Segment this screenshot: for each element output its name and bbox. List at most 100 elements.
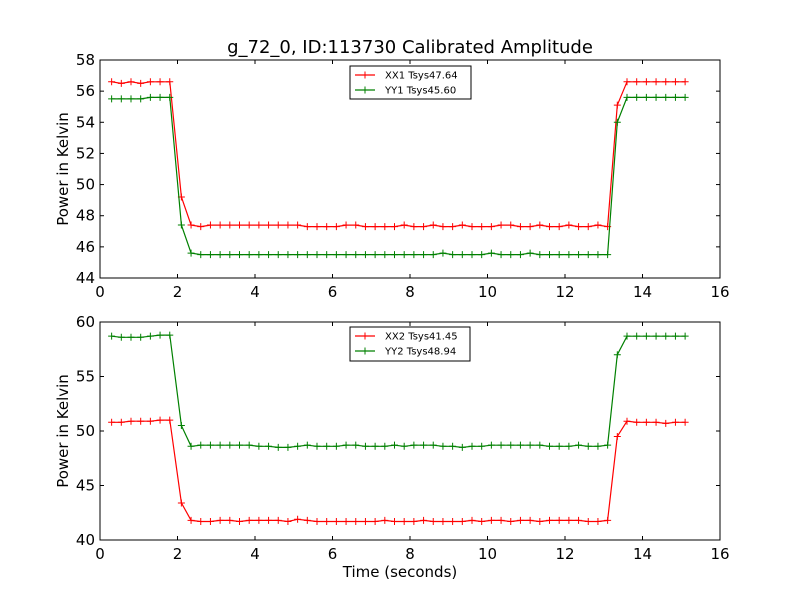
data-point bbox=[187, 442, 195, 450]
data-point bbox=[642, 418, 650, 426]
data-point bbox=[361, 223, 369, 231]
data-point bbox=[623, 78, 631, 86]
data-point bbox=[487, 249, 495, 257]
data-point bbox=[156, 331, 164, 339]
y-axis-label: Power in Kelvin bbox=[54, 374, 72, 488]
x-tick-label: 4 bbox=[250, 545, 260, 563]
data-point bbox=[507, 221, 515, 229]
data-point bbox=[497, 516, 505, 524]
legend: XX2 Tsys41.45 YY2 Tsys48.94 bbox=[349, 326, 471, 362]
data-point bbox=[332, 251, 340, 259]
data-point bbox=[197, 441, 205, 449]
data-point bbox=[546, 223, 553, 231]
x-tick-label: 2 bbox=[173, 283, 183, 301]
data-point bbox=[555, 251, 563, 259]
legend-label: XX2 Tsys41.45 bbox=[385, 332, 458, 343]
data-point bbox=[449, 251, 457, 259]
data-point bbox=[575, 223, 583, 231]
data-point bbox=[245, 441, 253, 449]
data-point bbox=[633, 93, 641, 101]
data-point bbox=[526, 516, 534, 524]
data-point bbox=[137, 79, 145, 87]
data-point bbox=[226, 516, 234, 524]
data-point bbox=[127, 95, 135, 103]
data-point bbox=[361, 251, 369, 259]
data-point bbox=[206, 441, 214, 449]
data-point bbox=[352, 441, 360, 449]
data-point bbox=[420, 223, 428, 231]
data-point bbox=[449, 223, 457, 231]
data-point bbox=[439, 442, 447, 450]
data-point bbox=[313, 517, 321, 525]
data-point bbox=[497, 251, 505, 259]
data-point bbox=[146, 417, 154, 425]
data-point bbox=[478, 517, 486, 525]
data-point bbox=[391, 251, 398, 259]
data-point bbox=[166, 331, 174, 339]
data-point bbox=[216, 516, 224, 524]
legend: XX1 Tsys47.64 YY1 Tsys45.60 bbox=[349, 65, 472, 100]
data-point bbox=[555, 223, 563, 231]
data-point bbox=[197, 223, 205, 231]
data-point bbox=[303, 251, 311, 259]
data-point bbox=[642, 93, 650, 101]
data-point bbox=[177, 499, 185, 507]
data-point bbox=[371, 517, 379, 525]
data-point bbox=[216, 251, 224, 259]
data-point bbox=[137, 333, 145, 341]
data-point bbox=[497, 441, 505, 449]
data-point bbox=[206, 221, 214, 229]
x-tick-label: 16 bbox=[710, 283, 729, 301]
data-point bbox=[294, 221, 302, 229]
data-point bbox=[156, 78, 164, 86]
legend-box bbox=[349, 65, 472, 100]
x-tick-label: 10 bbox=[478, 283, 497, 301]
data-point bbox=[565, 516, 573, 524]
data-point bbox=[449, 442, 457, 450]
x-tick-label: 8 bbox=[405, 545, 415, 563]
data-point bbox=[117, 79, 125, 87]
data-point bbox=[274, 516, 282, 524]
data-point bbox=[156, 416, 164, 424]
data-point bbox=[303, 516, 311, 524]
data-point bbox=[420, 516, 428, 524]
data-point bbox=[652, 93, 660, 101]
legend-swatch-marker bbox=[361, 86, 369, 94]
x-tick-label: 4 bbox=[250, 283, 260, 301]
data-point bbox=[507, 441, 515, 449]
data-point bbox=[265, 251, 273, 259]
data-point bbox=[381, 251, 389, 259]
data-point bbox=[555, 516, 563, 524]
data-point bbox=[108, 95, 116, 103]
data-point bbox=[449, 517, 457, 525]
data-point bbox=[662, 93, 670, 101]
data-point bbox=[255, 221, 263, 229]
data-point bbox=[332, 223, 340, 231]
x-axis-label: Time (seconds) bbox=[342, 563, 458, 581]
data-point bbox=[284, 251, 292, 259]
data-point bbox=[146, 78, 154, 86]
data-point bbox=[245, 221, 253, 229]
data-point bbox=[652, 332, 660, 340]
data-point bbox=[313, 223, 321, 231]
data-point bbox=[284, 221, 292, 229]
data-point bbox=[137, 417, 145, 425]
data-point bbox=[458, 251, 466, 259]
data-point bbox=[332, 517, 340, 525]
data-point bbox=[236, 517, 243, 525]
data-point bbox=[536, 441, 544, 449]
data-point bbox=[255, 442, 263, 450]
data-point bbox=[156, 93, 164, 101]
data-point bbox=[604, 441, 612, 449]
data-point bbox=[400, 442, 408, 450]
data-point bbox=[671, 78, 679, 86]
data-point bbox=[236, 221, 243, 229]
plot-panel-2: 0 2 4 6 8 10 12 14 16 40 45 50 55 60 Power in Kelvin Ti… bbox=[54, 313, 730, 581]
data-point bbox=[594, 221, 602, 229]
data-point bbox=[323, 251, 331, 259]
data-point bbox=[226, 251, 234, 259]
data-point bbox=[117, 95, 125, 103]
x-tick-label: 10 bbox=[478, 545, 497, 563]
legend-box bbox=[349, 326, 471, 362]
